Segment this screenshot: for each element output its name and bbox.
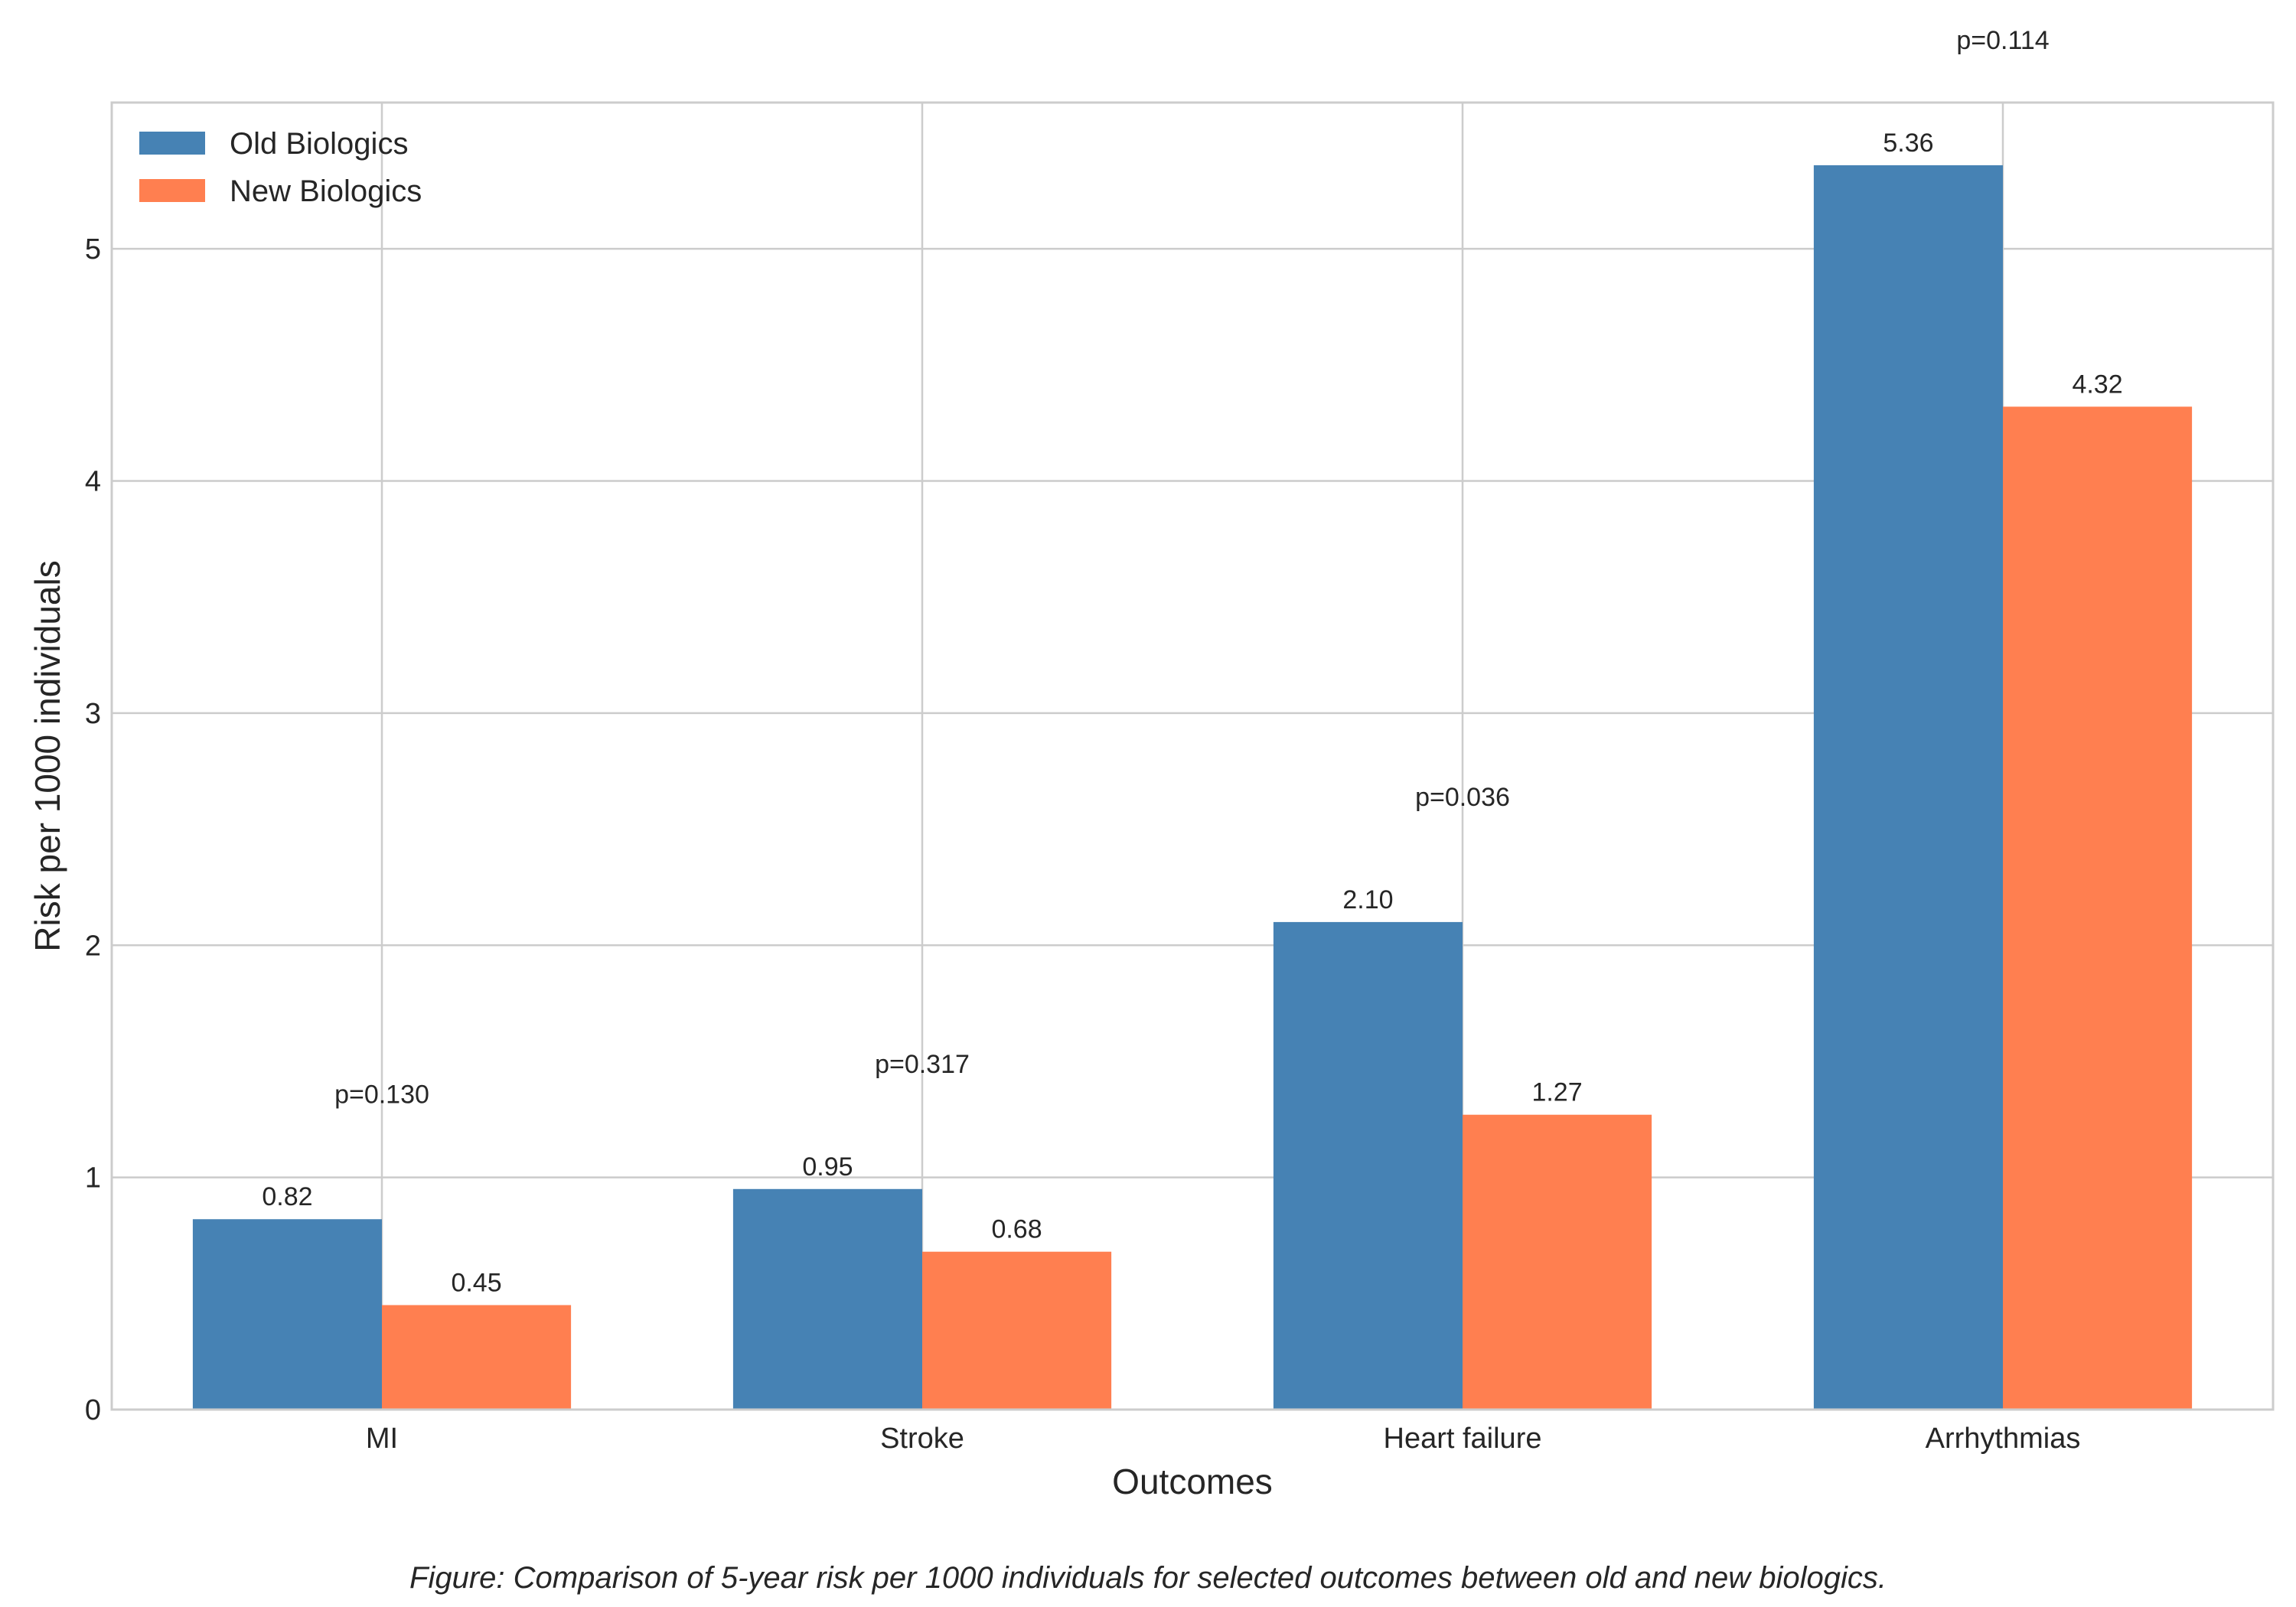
y-tick-label-0: 0 <box>85 1394 101 1426</box>
figure-caption: Figure: Comparison of 5-year risk per 10… <box>409 1561 1887 1595</box>
legend: Old Biologics New Biologics <box>139 127 422 208</box>
p-value-annotations: p=0.130 p=0.317 p=0.036 p=0.114 <box>334 26 2050 1109</box>
bar-0-3 <box>1813 165 2003 1410</box>
x-tick-label-0: MI <box>366 1423 398 1455</box>
bar-1-3 <box>2003 406 2193 1410</box>
legend-swatch-0 <box>139 132 205 155</box>
legend-label-1: New Biologics <box>230 174 422 208</box>
y-tick-label-4: 4 <box>85 466 101 498</box>
legend-label-0: Old Biologics <box>230 127 408 161</box>
p-value-label-1: p=0.317 <box>875 1050 970 1079</box>
bar-0-0 <box>192 1219 382 1410</box>
y-tick-label-2: 2 <box>85 930 101 962</box>
x-axis-title: Outcomes <box>1112 1462 1273 1501</box>
y-axis-ticks: 0 1 2 3 4 5 <box>85 233 101 1426</box>
bar-0-1 <box>732 1188 922 1410</box>
legend-swatch-1 <box>139 179 205 202</box>
y-tick-label-3: 3 <box>85 698 101 730</box>
bar-1-1 <box>922 1251 1112 1410</box>
data-label-1-1: 0.68 <box>991 1215 1042 1244</box>
bar-1-0 <box>382 1305 572 1410</box>
plot-frame <box>110 101 2275 1411</box>
bar-1-2 <box>1463 1114 1652 1410</box>
p-value-label-2: p=0.036 <box>1415 783 1510 812</box>
y-axis-title: Risk per 1000 individuals <box>28 560 67 951</box>
data-label-0-1: 0.95 <box>802 1152 853 1182</box>
data-label-0-0: 0.82 <box>262 1182 312 1211</box>
bar-0-2 <box>1273 921 1463 1410</box>
y-tick-label-5: 5 <box>85 233 101 266</box>
bars <box>192 165 2193 1410</box>
p-value-label-3: p=0.114 <box>1956 26 2049 55</box>
x-tick-label-1: Stroke <box>880 1423 964 1455</box>
data-label-0-3: 5.36 <box>1883 129 1933 158</box>
data-label-1-3: 4.32 <box>2072 370 2122 399</box>
x-axis-ticks: MI Stroke Heart failure Arrhythmias <box>366 1423 2080 1455</box>
p-value-label-0: p=0.130 <box>334 1081 429 1110</box>
bar-value-labels: 0.82 0.95 2.10 5.36 0.45 0.68 1.27 4.32 <box>262 129 2122 1298</box>
data-label-0-2: 2.10 <box>1342 885 1393 914</box>
x-tick-label-2: Heart failure <box>1384 1423 1542 1455</box>
x-tick-label-3: Arrhythmias <box>1926 1423 2081 1455</box>
data-label-1-2: 1.27 <box>1531 1078 1582 1107</box>
data-label-1-0: 0.45 <box>451 1268 501 1297</box>
y-tick-label-1: 1 <box>85 1162 101 1195</box>
